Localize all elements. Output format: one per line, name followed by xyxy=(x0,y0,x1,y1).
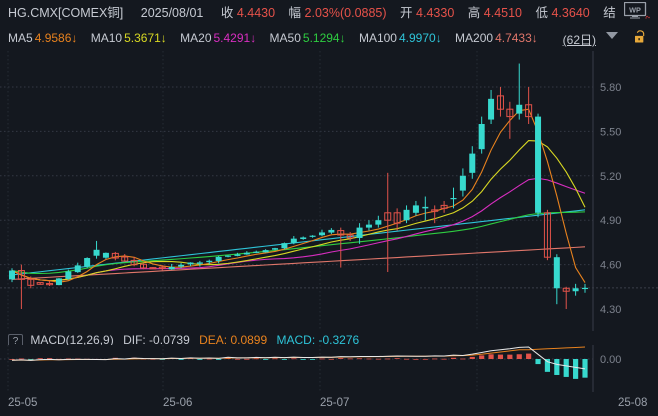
svg-text:WP: WP xyxy=(629,5,641,14)
svg-text:5.80: 5.80 xyxy=(600,82,621,94)
svg-text:5.20: 5.20 xyxy=(600,171,621,183)
svg-text:5.50: 5.50 xyxy=(600,126,621,138)
svg-text:4.60: 4.60 xyxy=(600,260,621,272)
svg-text:4.90: 4.90 xyxy=(600,215,621,227)
svg-text:4.30: 4.30 xyxy=(600,304,621,316)
svg-text:0.00: 0.00 xyxy=(600,354,621,366)
